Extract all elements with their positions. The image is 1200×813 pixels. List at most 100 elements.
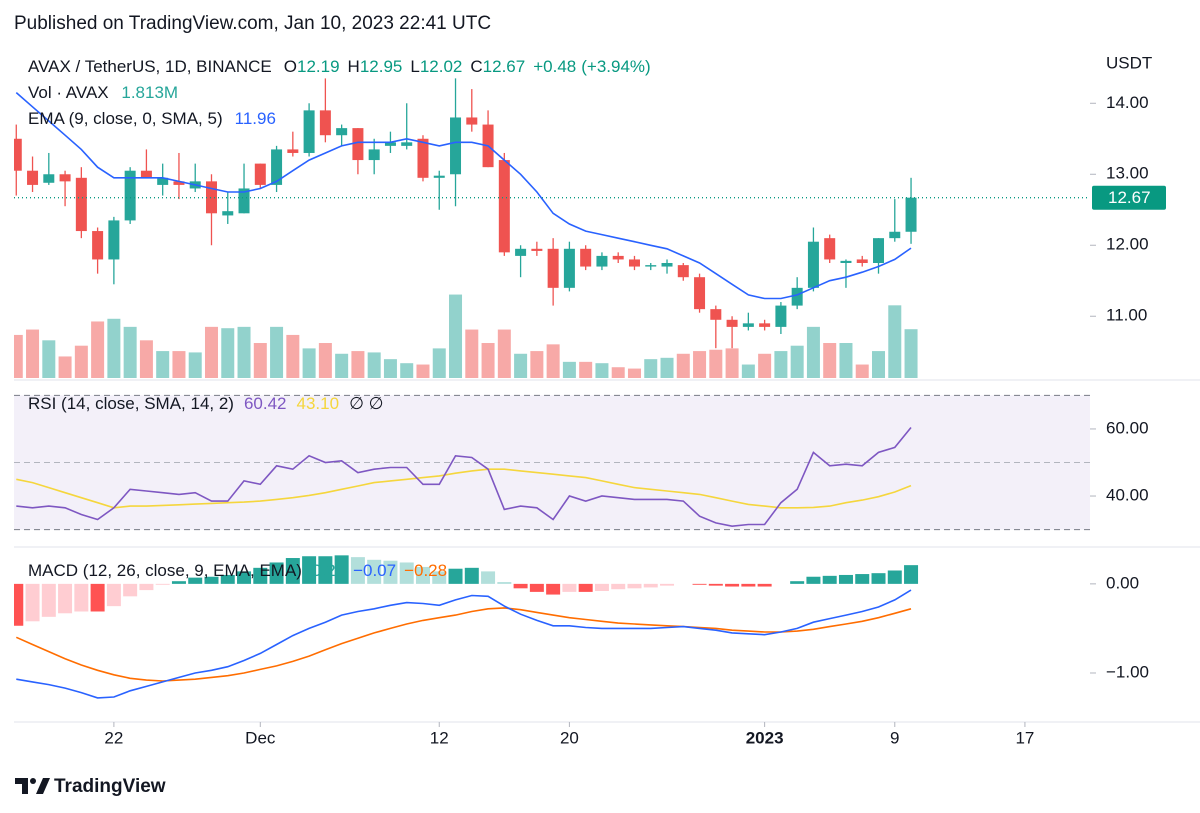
candle-body [368,149,380,161]
candle-body [775,305,787,327]
volume-bar [123,326,137,378]
macd-histogram-bar [74,583,89,612]
macd-histogram-bar [562,583,577,592]
macd-histogram-bar [481,571,496,584]
volume-bar [383,359,397,378]
volume-bar [172,351,186,378]
macd-histogram-bar [106,583,121,607]
volume-bar [595,363,609,378]
volume-bar [465,329,479,378]
macd-histogram-bar [399,562,414,584]
volume-bar [270,326,284,378]
candle-body [401,142,413,146]
macd-histogram-bar [123,583,138,597]
legend-item: RSI (14, close, SMA, 14, 2) [28,394,234,413]
macd-histogram-bar [513,583,528,589]
macd-histogram-bar [529,583,544,592]
candle-body [222,211,234,216]
volume-bar [139,340,153,378]
volume-bar [644,359,658,378]
macd-histogram-bar [692,583,707,585]
volume-bar [367,352,381,378]
volume-bar [14,334,23,378]
candle-body [563,248,575,288]
candle-body [547,248,559,288]
currency: USDT [1106,53,1152,72]
x-tick-label: 17 [1015,728,1034,747]
candle-body [759,323,771,327]
volume-bar [156,351,170,378]
legend-item: L [410,57,419,76]
macd-histogram-bar [806,576,821,584]
candle-body [840,260,852,263]
candle-body [498,160,510,253]
y-tick-label: 13.00 [1106,164,1149,183]
volume-bar [579,361,593,378]
candle-body [108,220,120,260]
volume-bar [42,340,56,378]
macd-line [16,589,912,699]
legend-item: C [470,57,482,76]
legend-item: 60.42 [244,394,287,413]
candle-body [205,181,217,214]
last-price-box [1092,185,1166,210]
candle-body [515,248,527,256]
candle-body [92,231,104,260]
candle-body [254,163,266,185]
volume-bar [26,329,40,378]
macd-histogram-bar [318,556,333,584]
x-tick-label: 12 [430,728,449,747]
candle-body [140,170,152,178]
x-tick-label: 9 [890,728,899,747]
y-tick-label: 0.00 [1106,573,1139,592]
volume-legend: Vol · AVAX 1.813M [28,83,178,102]
candle-body [905,197,917,232]
candle-body [710,309,722,320]
volume-bar [481,343,495,378]
volume-bar [253,343,267,378]
legend-item: +0.48 [533,57,576,76]
candle-body [157,177,169,185]
macd-histogram-bar [741,583,756,587]
candle-body [742,323,754,327]
candle-body [75,177,87,232]
legend-item: EMA (9, close, 0, SMA, 5) [28,109,223,128]
volume-bar [449,294,463,378]
volume-bar [221,328,235,378]
candle-body [531,248,543,251]
macd-histogram-bar [790,581,805,584]
volume-bar [676,353,690,378]
rsi-sma-line [16,468,912,509]
macd-histogram-bar [171,581,186,584]
candle-body [856,259,868,263]
candle-body [271,149,283,185]
candle-body [287,149,299,153]
y-tick-label: 40.00 [1106,486,1149,505]
volume-value: 1.813M [121,83,178,102]
legend-item: 12.02 [420,57,463,76]
candle-body [807,241,819,288]
legend-item: ∅ ∅ [349,394,383,413]
volume-bar [302,348,316,378]
volume-bar [709,349,723,378]
macd-histogram-bar [725,583,740,587]
legend-item: MACD (12, 26, close, 9, EMA, EMA) [28,561,302,580]
candle-body [661,262,673,267]
candle-body [14,138,22,171]
legend-item: 43.10 [297,394,340,413]
volume-bar [562,361,576,378]
candle-body [628,259,640,267]
macd-histogram-bar [285,558,300,584]
candle-body [124,170,136,221]
candle-body [433,175,445,178]
macd-histogram-bar [594,583,609,591]
legend-item: 12.95 [360,57,403,76]
volume-bar [693,351,707,378]
volume-bar [611,367,625,378]
footer-brand: TradingView [54,776,166,797]
legend-item: 11.96 [235,109,276,128]
ema-legend: EMA (9, close, 0, SMA, 5) 11.96 [28,109,276,128]
candle-body [612,255,624,260]
macd-histogram-bar [25,583,40,622]
